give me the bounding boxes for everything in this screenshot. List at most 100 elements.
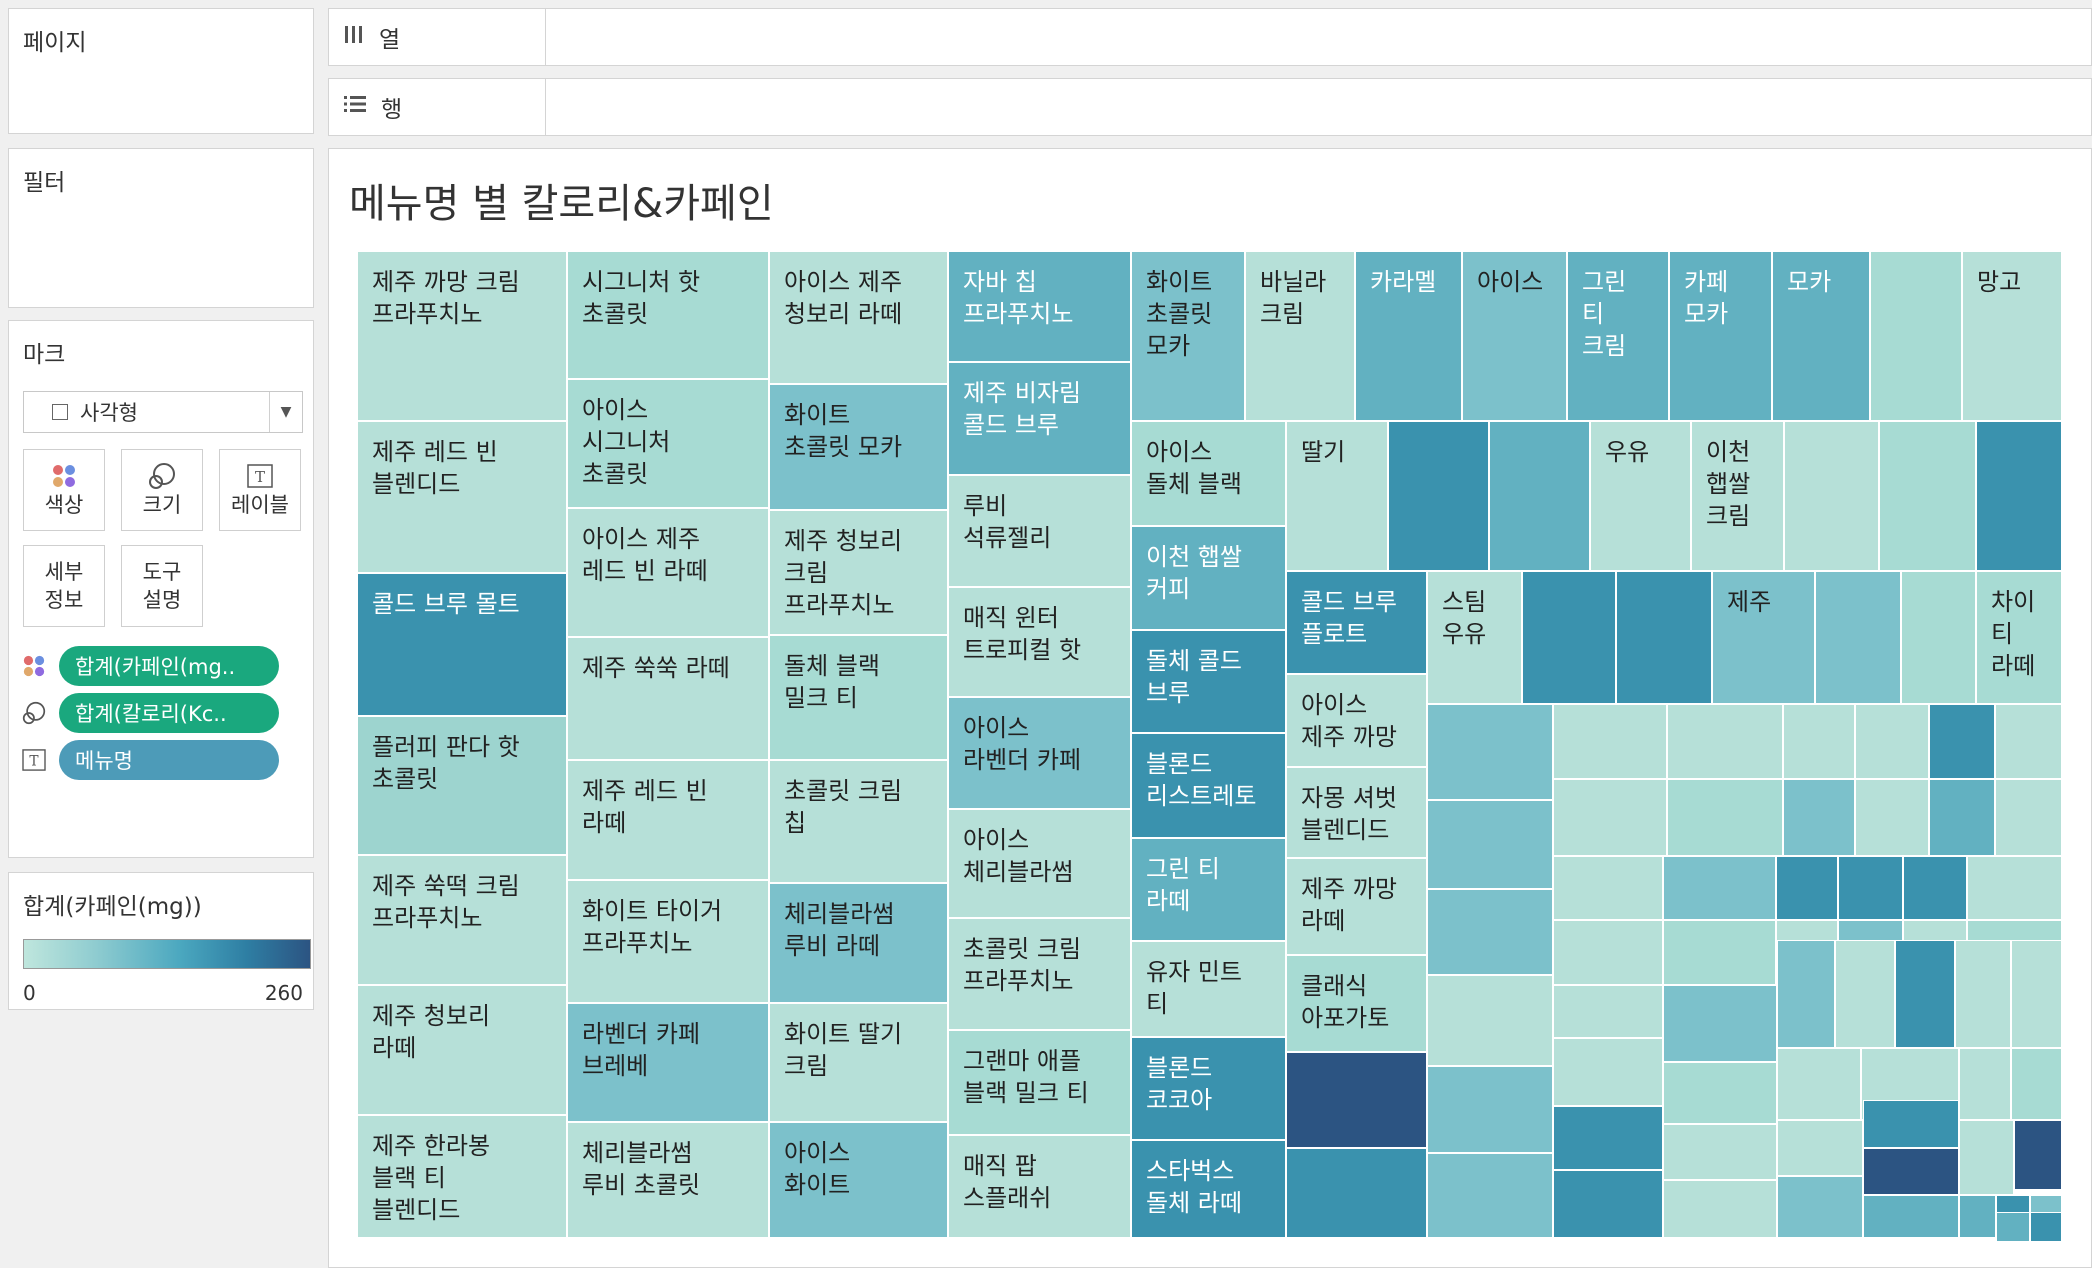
treemap-cell[interactable]: 화이트 초콜릿 모카 bbox=[769, 384, 948, 510]
treemap-cell-unlabeled[interactable] bbox=[1784, 421, 1879, 571]
treemap-cell-unlabeled[interactable] bbox=[1838, 856, 1903, 920]
rows-shelf[interactable]: 행 bbox=[328, 78, 2092, 136]
treemap-cell-unlabeled[interactable] bbox=[1863, 1195, 1959, 1238]
mark-type-dropdown[interactable]: 사각형 ▼ bbox=[23, 391, 303, 433]
size-field-pill[interactable]: 합계(칼로리(Kc.. bbox=[59, 693, 279, 733]
treemap-cell-unlabeled[interactable] bbox=[2011, 940, 2062, 1048]
pages-shelf[interactable]: 페이지 bbox=[8, 8, 314, 134]
treemap-cell[interactable]: 제주 bbox=[1712, 571, 1815, 704]
treemap-cell[interactable]: 그린 티 크림 bbox=[1567, 251, 1669, 421]
treemap-cell[interactable]: 스타벅스 돌체 라떼 bbox=[1131, 1140, 1286, 1238]
color-button[interactable]: 색상 bbox=[23, 449, 105, 531]
columns-shelf[interactable]: 열 bbox=[328, 8, 2092, 66]
treemap-cell-unlabeled[interactable] bbox=[1929, 704, 1995, 779]
treemap-cell-unlabeled[interactable] bbox=[1855, 704, 1929, 779]
treemap-cell[interactable]: 매직 팝 스플래쉬 bbox=[948, 1135, 1131, 1238]
treemap-cell-unlabeled[interactable] bbox=[1553, 920, 1663, 985]
treemap-cell-unlabeled[interactable] bbox=[1489, 421, 1590, 571]
treemap-cell-unlabeled[interactable] bbox=[1667, 704, 1783, 779]
treemap-cell[interactable]: 매직 윈터 트로피컬 핫 bbox=[948, 587, 1131, 697]
treemap-cell[interactable]: 제주 한라봉 블랙 티 블렌디드 bbox=[357, 1115, 567, 1238]
treemap-cell[interactable]: 차이 티 라떼 bbox=[1976, 571, 2062, 704]
label-field-pill[interactable]: 메뉴명 bbox=[59, 740, 279, 780]
treemap-cell[interactable]: 망고 bbox=[1962, 251, 2062, 421]
treemap-cell[interactable]: 화이트 딸기 크림 bbox=[769, 1003, 948, 1122]
treemap-cell[interactable]: 아이스 제주 레드 빈 라떼 bbox=[567, 508, 769, 637]
treemap-cell-unlabeled[interactable] bbox=[1776, 856, 1838, 920]
treemap-cell-unlabeled[interactable] bbox=[1427, 704, 1553, 800]
treemap-cell-unlabeled[interactable] bbox=[1959, 1195, 1996, 1238]
treemap-cell[interactable]: 아이스 bbox=[1462, 251, 1567, 421]
treemap-cell[interactable]: 이천 햅쌀 크림 bbox=[1691, 421, 1784, 571]
treemap-cell[interactable]: 아이스 라벤더 카페 bbox=[948, 697, 1131, 809]
treemap-cell[interactable]: 제주 까망 크림 프라푸치노 bbox=[357, 251, 567, 421]
treemap-cell-unlabeled[interactable] bbox=[1959, 1120, 2014, 1195]
treemap-cell[interactable]: 카페 모카 bbox=[1669, 251, 1772, 421]
color-field-pill[interactable]: 합계(카페인(mg.. bbox=[59, 646, 279, 686]
treemap-cell-unlabeled[interactable] bbox=[1901, 571, 1976, 704]
treemap-cell-unlabeled[interactable] bbox=[1286, 1052, 1427, 1148]
treemap-cell-unlabeled[interactable] bbox=[1870, 251, 1962, 421]
treemap-cell[interactable]: 블론드 코코아 bbox=[1131, 1037, 1286, 1140]
treemap-cell-unlabeled[interactable] bbox=[1286, 1148, 1427, 1238]
chevron-down-icon[interactable]: ▼ bbox=[269, 392, 302, 432]
treemap-cell-unlabeled[interactable] bbox=[1553, 985, 1663, 1038]
filters-shelf[interactable]: 필터 bbox=[8, 148, 314, 308]
treemap-cell-unlabeled[interactable] bbox=[1903, 856, 1967, 920]
treemap-cell[interactable]: 블론드 리스트레토 bbox=[1131, 733, 1286, 838]
treemap-cell-unlabeled[interactable] bbox=[1976, 421, 2062, 571]
treemap-cell-unlabeled[interactable] bbox=[1895, 940, 1955, 1048]
treemap-cell-unlabeled[interactable] bbox=[1427, 975, 1553, 1066]
treemap-cell-unlabeled[interactable] bbox=[1995, 779, 2062, 856]
treemap-cell-unlabeled[interactable] bbox=[1959, 1048, 2011, 1120]
treemap-cell-unlabeled[interactable] bbox=[1879, 421, 1976, 571]
treemap-cell-unlabeled[interactable] bbox=[1427, 1066, 1553, 1153]
treemap-cell-unlabeled[interactable] bbox=[1863, 1148, 1959, 1195]
treemap-cell-unlabeled[interactable] bbox=[1783, 704, 1855, 779]
treemap-cell-unlabeled[interactable] bbox=[1777, 1176, 1863, 1238]
treemap-cell[interactable]: 아이스 시그니처 초콜릿 bbox=[567, 379, 769, 508]
treemap-cell[interactable]: 콜드 브루 몰트 bbox=[357, 573, 567, 716]
treemap-cell-unlabeled[interactable] bbox=[2030, 1212, 2062, 1242]
treemap-cell[interactable]: 라벤더 카페 브레베 bbox=[567, 1003, 769, 1122]
treemap-cell-unlabeled[interactable] bbox=[1553, 704, 1667, 779]
treemap-cell-unlabeled[interactable] bbox=[1955, 940, 2011, 1048]
treemap-cell[interactable]: 그린 티 라떼 bbox=[1131, 838, 1286, 941]
treemap-cell[interactable]: 제주 청보리 크림 프라푸치노 bbox=[769, 510, 948, 635]
treemap-cell[interactable]: 아이스 화이트 bbox=[769, 1122, 948, 1238]
treemap-cell-unlabeled[interactable] bbox=[1777, 1048, 1861, 1120]
treemap-cell[interactable]: 제주 쑥떡 크림 프라푸치노 bbox=[357, 855, 567, 985]
treemap-cell-unlabeled[interactable] bbox=[1995, 704, 2062, 779]
size-button[interactable]: 크기 bbox=[121, 449, 203, 531]
treemap-cell-unlabeled[interactable] bbox=[1663, 1062, 1777, 1124]
treemap-cell-unlabeled[interactable] bbox=[1616, 571, 1712, 704]
treemap-cell-unlabeled[interactable] bbox=[1663, 920, 1776, 985]
treemap-cell-unlabeled[interactable] bbox=[1855, 779, 1929, 856]
treemap-cell-unlabeled[interactable] bbox=[1553, 1038, 1663, 1106]
treemap-cell[interactable]: 이천 햅쌀 커피 bbox=[1131, 526, 1286, 630]
treemap-cell-unlabeled[interactable] bbox=[1663, 1124, 1777, 1180]
treemap-cell[interactable]: 카라멜 bbox=[1355, 251, 1462, 421]
treemap-cell-unlabeled[interactable] bbox=[1967, 856, 2062, 920]
treemap-cell-unlabeled[interactable] bbox=[1996, 1212, 2030, 1242]
treemap-cell[interactable]: 모카 bbox=[1772, 251, 1870, 421]
treemap-cell[interactable]: 우유 bbox=[1590, 421, 1691, 571]
treemap-cell-unlabeled[interactable] bbox=[1388, 421, 1489, 571]
treemap-cell[interactable]: 스팀 우유 bbox=[1427, 571, 1522, 704]
treemap-cell-unlabeled[interactable] bbox=[1863, 1100, 1959, 1148]
treemap-cell[interactable]: 제주 까망 라떼 bbox=[1286, 858, 1427, 955]
treemap-cell[interactable]: 아이스 제주 까망 bbox=[1286, 674, 1427, 767]
treemap-cell[interactable]: 돌체 콜드 브루 bbox=[1131, 630, 1286, 733]
treemap-cell-unlabeled[interactable] bbox=[1783, 779, 1855, 856]
treemap-cell[interactable]: 자몽 셔벗 블렌디드 bbox=[1286, 767, 1427, 858]
treemap-cell[interactable]: 화이트 타이거 프라푸치노 bbox=[567, 880, 769, 1003]
treemap-cell[interactable]: 아이스 체리블라썸 bbox=[948, 809, 1131, 918]
treemap-cell[interactable]: 제주 쑥쑥 라떼 bbox=[567, 637, 769, 760]
treemap-cell[interactable]: 제주 비자림 콜드 브루 bbox=[948, 362, 1131, 475]
treemap-cell[interactable]: 제주 청보리 라떼 bbox=[357, 985, 567, 1115]
treemap-cell-unlabeled[interactable] bbox=[1815, 571, 1901, 704]
treemap-cell[interactable]: 화이트 초콜릿 모카 bbox=[1131, 251, 1245, 421]
treemap-cell[interactable]: 그랜마 애플 블랙 밀크 티 bbox=[948, 1030, 1131, 1135]
treemap-cell-unlabeled[interactable] bbox=[1522, 571, 1616, 704]
treemap-cell[interactable]: 플러피 판다 핫 초콜릿 bbox=[357, 716, 567, 855]
